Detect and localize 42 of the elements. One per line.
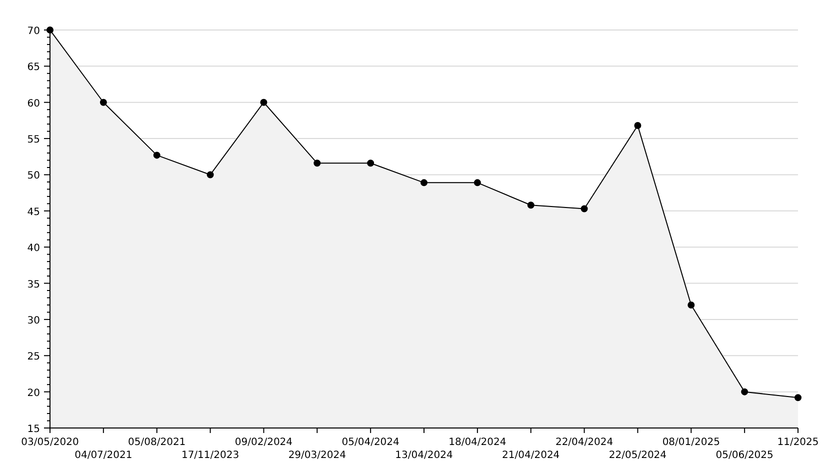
x-tick-label: 29/03/2024 bbox=[288, 450, 346, 461]
point bbox=[206, 171, 214, 178]
y-tick-label: 25 bbox=[27, 352, 40, 363]
point bbox=[153, 152, 160, 159]
x-tick-label: 08/01/2025 bbox=[662, 437, 720, 448]
point bbox=[634, 122, 642, 130]
x-tick-label: 17/11/2023 bbox=[181, 450, 240, 461]
x-tick-label: 13/04/2024 bbox=[395, 450, 453, 461]
x-tick-label: 11/2025 bbox=[777, 437, 819, 448]
x-tick-label: 03/05/2020 bbox=[21, 437, 79, 448]
point bbox=[260, 98, 268, 106]
y-tick-label: 55 bbox=[27, 134, 40, 146]
x-tick-label: 09/02/2024 bbox=[234, 437, 293, 448]
y-tick-label: 45 bbox=[27, 206, 40, 218]
x-tick-label: 04/07/2021 bbox=[74, 450, 132, 461]
point bbox=[100, 98, 107, 106]
point bbox=[46, 26, 54, 34]
x-tick-label: 05/06/2025 bbox=[716, 450, 774, 461]
point bbox=[688, 301, 695, 308]
point bbox=[420, 179, 428, 186]
y-tick-label: 50 bbox=[27, 170, 40, 182]
x-tick-label: 05/04/2024 bbox=[342, 437, 400, 448]
point bbox=[794, 394, 802, 402]
x-tick-label: 21/04/2024 bbox=[502, 450, 560, 461]
point bbox=[580, 205, 588, 212]
y-tick-label: 60 bbox=[27, 98, 40, 110]
y-tick-label: 20 bbox=[27, 388, 40, 399]
point bbox=[314, 160, 321, 167]
x-tick-label: 05/08/2021 bbox=[128, 437, 186, 448]
x-tick-label: 22/05/2024 bbox=[608, 450, 667, 461]
y-tick-label: 30 bbox=[27, 315, 40, 326]
point bbox=[367, 160, 374, 167]
point bbox=[741, 388, 748, 396]
x-tick-label: 22/04/2024 bbox=[555, 437, 614, 448]
point bbox=[527, 202, 534, 209]
y-tick-label: 15 bbox=[27, 424, 40, 435]
y-tick-label: 35 bbox=[27, 279, 40, 290]
point bbox=[474, 179, 481, 186]
y-tick-label: 40 bbox=[27, 243, 40, 254]
y-tick-label: 65 bbox=[27, 62, 40, 74]
x-tick-label: 18/04/2024 bbox=[448, 437, 506, 448]
y-tick-label: 70 bbox=[27, 26, 40, 37]
